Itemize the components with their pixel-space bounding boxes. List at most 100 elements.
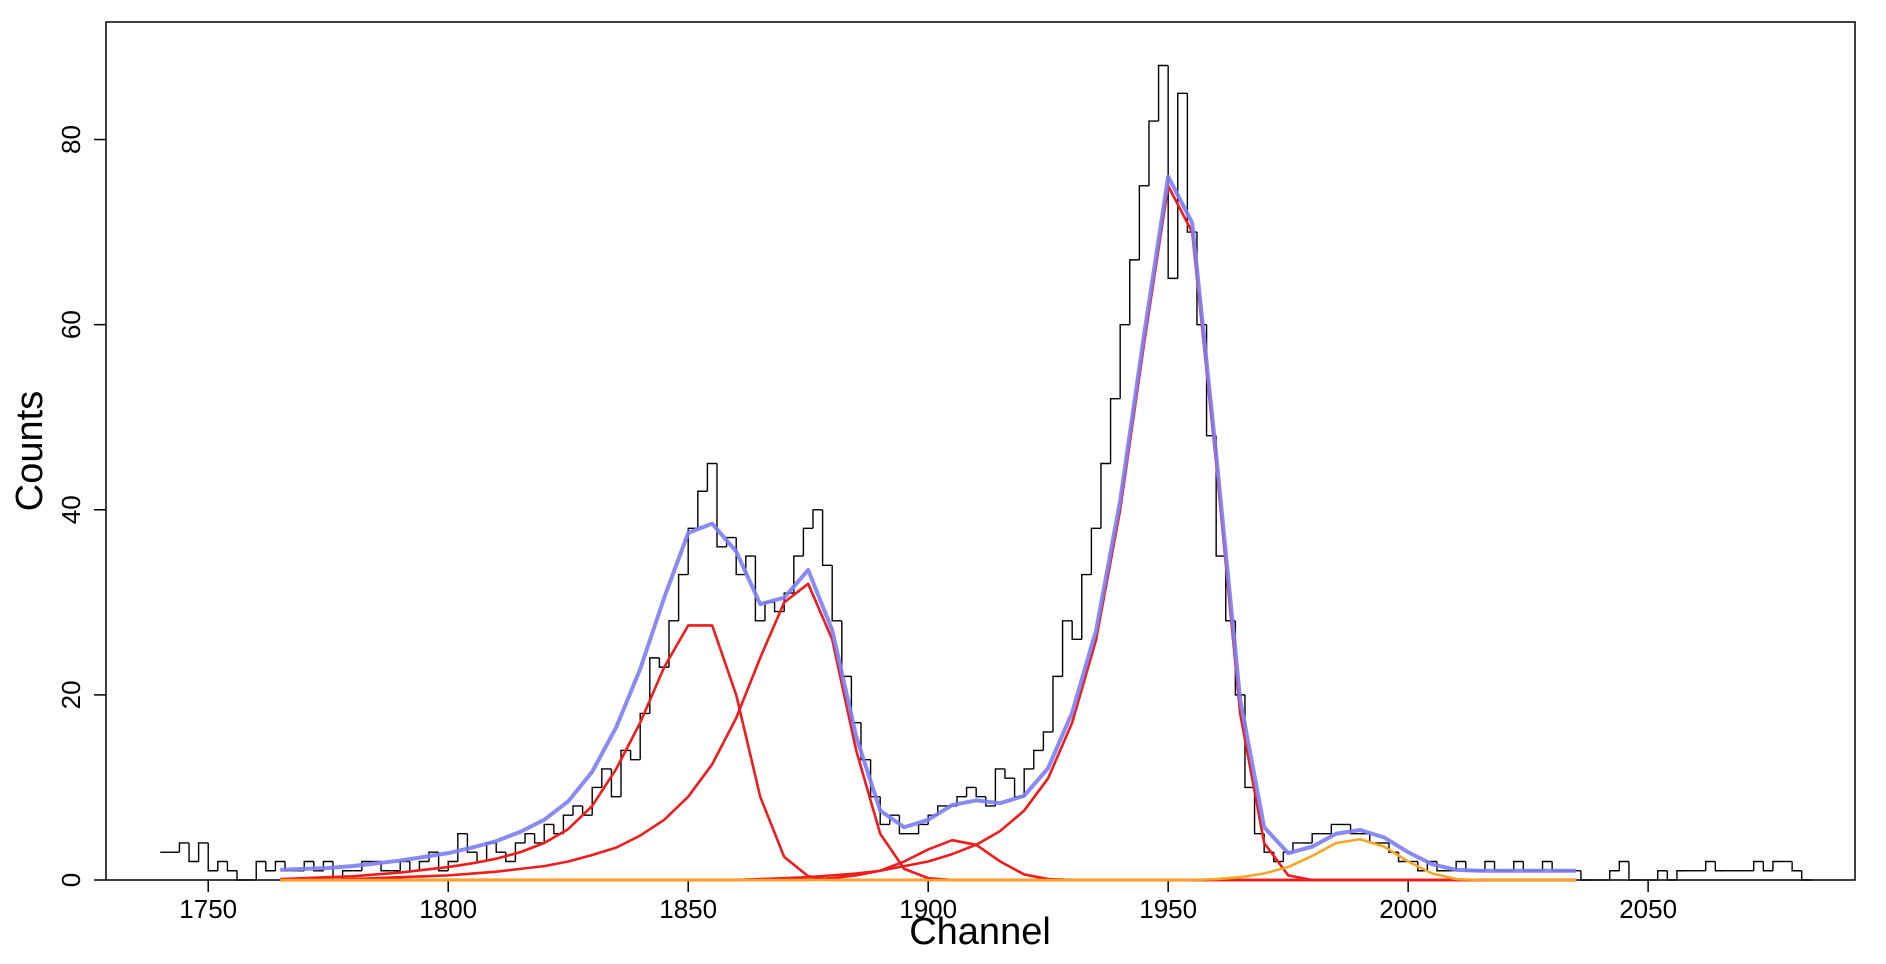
- histogram-bin: [639, 712, 650, 760]
- histogram-bin: [697, 490, 708, 529]
- histogram-bin: [1148, 120, 1159, 186]
- y-axis-title: Counts: [9, 391, 51, 511]
- x-tick-label: 1900: [899, 894, 957, 924]
- histogram-bin: [1791, 861, 1802, 872]
- histogram-bin: [418, 860, 430, 871]
- histogram-bin: [236, 870, 247, 881]
- x-axis-title: Channel: [909, 911, 1051, 953]
- histogram-bin: [917, 823, 929, 834]
- histogram-bin: [255, 860, 266, 880]
- histogram-bin: [533, 833, 545, 844]
- histogram-bin: [1618, 860, 1629, 871]
- histogram-bin: [466, 833, 478, 853]
- histogram-bin: [1119, 323, 1130, 399]
- histogram-bin: [495, 842, 506, 853]
- histogram-bin: [1666, 870, 1677, 881]
- histogram-bin: [601, 768, 612, 788]
- histogram-bin: [1513, 860, 1524, 871]
- histogram-bin: [677, 573, 689, 621]
- histogram-bin: [802, 527, 813, 557]
- histogram-bin: [1013, 778, 1025, 798]
- histogram-bin: [629, 750, 641, 761]
- histogram-bin: [898, 815, 909, 835]
- histogram-bin: [687, 527, 698, 575]
- histogram-bin: [716, 463, 727, 548]
- histogram-bin: [1455, 860, 1466, 871]
- histogram-bin: [1714, 861, 1725, 872]
- histogram-bin: [543, 823, 554, 843]
- histogram-bin: [226, 861, 238, 872]
- histogram-bin: [706, 462, 717, 492]
- histogram-bin: [217, 860, 228, 871]
- histogram-bin: [1292, 842, 1303, 853]
- histogram-bin: [188, 842, 199, 863]
- histogram-bin: [1753, 860, 1764, 871]
- histogram-bin: [754, 556, 765, 622]
- histogram-bin: [620, 749, 631, 797]
- histogram-bin: [1033, 749, 1044, 769]
- histogram-bin: [1762, 861, 1773, 872]
- histogram-bin: [428, 851, 439, 862]
- y-tick-label: 20: [56, 680, 86, 709]
- y-tick-label: 60: [56, 310, 86, 339]
- x-tick-label: 2050: [1619, 894, 1677, 924]
- histogram-bin: [1676, 870, 1687, 880]
- fit-curve: [280, 837, 1577, 882]
- x-tick-label: 2000: [1379, 894, 1437, 924]
- fit-curve: [280, 184, 1577, 882]
- histogram-bin: [1484, 860, 1495, 871]
- histogram-bin: [965, 786, 977, 797]
- histogram-bin: [1186, 93, 1197, 233]
- histogram-bin: [1167, 65, 1178, 280]
- histogram-bin: [1177, 92, 1188, 279]
- histogram-bin: [1253, 787, 1265, 835]
- fit-curve: [280, 624, 1577, 882]
- histogram-bin: [1071, 620, 1082, 641]
- histogram-bin: [1081, 573, 1092, 640]
- histogram-bin: [1772, 860, 1783, 871]
- histogram-bin: [831, 565, 842, 622]
- histogram-bin: [1023, 768, 1034, 797]
- histogram-bin: [812, 509, 823, 529]
- y-tick-label: 40: [56, 495, 86, 524]
- histogram-bin: [668, 620, 679, 668]
- x-tick-label: 1750: [179, 894, 237, 924]
- fit-curve: [280, 174, 1577, 873]
- histogram-bin: [1801, 870, 1812, 881]
- histogram-bin: [1090, 527, 1101, 575]
- histogram-bin: [399, 860, 410, 871]
- histogram-bin: [1138, 185, 1149, 260]
- histogram-bin: [524, 833, 535, 843]
- histogram-bin: [437, 852, 449, 872]
- x-tick-label: 1950: [1139, 894, 1197, 924]
- y-tick-label: 0: [56, 873, 86, 887]
- histogram-bin: [1311, 833, 1322, 843]
- histogram-bin: [562, 814, 574, 834]
- histogram-bin: [274, 860, 286, 871]
- histogram-bin: [1609, 870, 1620, 880]
- histogram-bin: [1705, 860, 1716, 871]
- histogram-bin: [1657, 870, 1668, 880]
- histogram-bin: [1052, 675, 1063, 732]
- histogram-bin: [1580, 870, 1591, 881]
- histogram-bin: [207, 842, 218, 872]
- histogram-bin: [1541, 860, 1553, 871]
- histogram-bin: [361, 860, 372, 871]
- histogram-bin: [975, 787, 986, 798]
- histogram-bin: [1349, 824, 1361, 835]
- plot-frame: [105, 21, 1856, 881]
- histogram-bin: [649, 657, 660, 714]
- histogram-bin: [1157, 64, 1169, 122]
- y-tick-label: 80: [56, 125, 86, 154]
- histogram-bin: [1109, 398, 1121, 464]
- histogram-bin: [658, 657, 670, 668]
- histogram-bin: [1330, 823, 1341, 834]
- histogram-bin: [1628, 861, 1639, 881]
- histogram-bin: [860, 722, 871, 761]
- histogram-bin: [572, 805, 583, 816]
- histogram-bin: [821, 509, 833, 567]
- histogram-bin: [1100, 462, 1111, 529]
- histogram-bin: [994, 768, 1005, 806]
